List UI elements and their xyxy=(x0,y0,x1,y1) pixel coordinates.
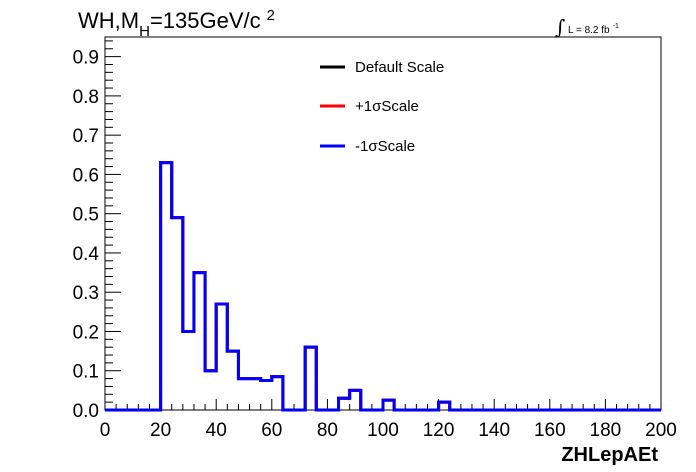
y-tick-label: 0.6 xyxy=(73,165,99,186)
series-line-2 xyxy=(105,161,661,412)
legend-label: Default Scale xyxy=(355,59,444,76)
x-tick-label: 40 xyxy=(206,420,227,441)
x-tick-label: 140 xyxy=(478,420,510,441)
y-tick-label: 0.5 xyxy=(73,205,99,226)
x-tick-label: 160 xyxy=(534,420,566,441)
luminosity-text: L = 8.2 fb -1 xyxy=(568,23,619,36)
y-tick-label: 0.9 xyxy=(73,48,99,69)
legend: Default Scale +1σScale -1σScale xyxy=(320,59,444,155)
legend-label: -1σScale xyxy=(355,138,415,155)
y-tick-label: 0.7 xyxy=(73,126,99,147)
y-tick-label: 0.2 xyxy=(73,322,99,343)
series-line-0 xyxy=(105,161,661,412)
x-axis-label: ZHLepAEt xyxy=(561,444,658,466)
plot-frame xyxy=(104,36,662,411)
y-tick-label: 0.8 xyxy=(73,87,99,108)
x-tick-label: 80 xyxy=(317,420,338,441)
title-value: =135GeV/c xyxy=(150,8,261,33)
integral-symbol: ∫ xyxy=(555,15,565,39)
y-tick-label: 0.1 xyxy=(73,362,99,383)
chart-title: WH,MH=135GeV/c 2 xyxy=(78,7,275,40)
series-layer xyxy=(105,161,661,412)
luminosity-value: L = 8.2 fb xyxy=(568,25,610,36)
y-tick-label: 0.4 xyxy=(73,244,100,265)
x-tick-label: 120 xyxy=(423,420,455,441)
x-tick-label: 180 xyxy=(590,420,622,441)
series-line-1 xyxy=(105,161,661,412)
y-tick-label: 0.0 xyxy=(73,401,99,422)
luminosity-label: ∫ L = 8.2 fb -1 xyxy=(555,15,619,39)
x-axis: 0 20 40 60 80 100 120 140 160 180 200 xyxy=(100,399,677,441)
title-prefix: WH,M xyxy=(78,8,139,33)
x-tick-label: 200 xyxy=(645,420,677,441)
y-axis: 0.0 0.1 0.2 0.3 0.4 0.5 0.6 0.7 0.8 0.9 xyxy=(73,40,121,422)
legend-label: +1σScale xyxy=(355,98,419,115)
x-tick-label: 100 xyxy=(367,420,399,441)
luminosity-exponent: -1 xyxy=(613,23,619,30)
x-tick-label: 60 xyxy=(261,420,282,441)
title-superscript: 2 xyxy=(267,7,275,24)
title-subscript: H xyxy=(139,23,150,40)
x-tick-label: 20 xyxy=(150,420,171,441)
y-tick-label: 0.3 xyxy=(73,283,99,304)
x-tick-label: 0 xyxy=(100,420,111,441)
